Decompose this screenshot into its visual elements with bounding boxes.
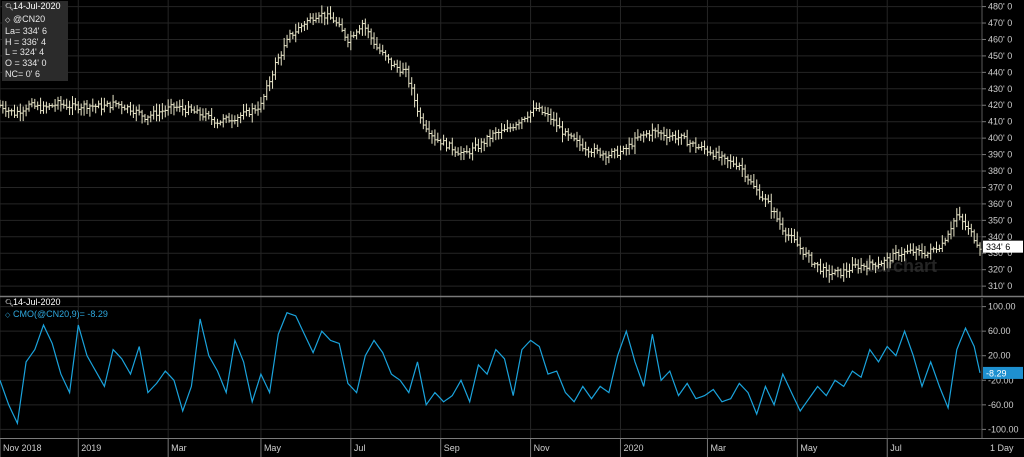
time-tick-label: Sep bbox=[444, 443, 460, 453]
time-tick-label: Jul bbox=[890, 443, 902, 453]
price-tick-label: 430' 0 bbox=[988, 84, 1012, 94]
study-date: 14-Jul-2020 bbox=[13, 297, 61, 307]
info-open: O = 334' 0 bbox=[5, 57, 47, 68]
price-tick-label: 350' 0 bbox=[988, 215, 1012, 225]
watermark: barchart bbox=[865, 256, 937, 276]
time-tick-label: 2020 bbox=[623, 443, 643, 453]
price-tick-label: 370' 0 bbox=[988, 182, 1012, 192]
right-axis-panel bbox=[982, 0, 1024, 457]
price-tick-label: 480' 0 bbox=[988, 2, 1012, 12]
price-tick-label: 380' 0 bbox=[988, 166, 1012, 176]
price-tick-label: 410' 0 bbox=[988, 117, 1012, 127]
cmo-tick-label: -20.00 bbox=[988, 375, 1014, 385]
price-bars bbox=[0, 5, 982, 283]
info-last: La= 334' 6 bbox=[5, 26, 48, 37]
info-symbol: @CN20 bbox=[13, 13, 46, 24]
price-tick-label: 310' 0 bbox=[988, 281, 1012, 291]
price-tick-label: 420' 0 bbox=[988, 100, 1012, 110]
time-tick-label: Mar bbox=[710, 443, 726, 453]
price-tick-label: 330' 0 bbox=[988, 248, 1012, 258]
last-price-tag-label: 334' 6 bbox=[986, 242, 1010, 252]
price-tick-label: 440' 0 bbox=[988, 67, 1012, 77]
price-tick-label: 340' 0 bbox=[988, 232, 1012, 242]
cmo-tick-label: 20.00 bbox=[988, 351, 1011, 361]
price-tick-label: 390' 0 bbox=[988, 150, 1012, 160]
cmo-tick-label: -60.00 bbox=[988, 400, 1014, 410]
diamond-icon: ◇ bbox=[5, 16, 11, 24]
time-tick-label: May bbox=[264, 443, 282, 453]
cmo-tick-label: -100.00 bbox=[988, 424, 1019, 434]
study-label: CMO(@CN20,9)= -8.29 bbox=[13, 309, 108, 319]
magnifier-icon[interactable]: 🔍︎ bbox=[5, 4, 14, 11]
last-price-tag bbox=[983, 240, 1023, 253]
price-tick-label: 450' 0 bbox=[988, 51, 1012, 61]
cmo-value-tag-label: -8.29 bbox=[986, 368, 1007, 378]
cmo-line bbox=[0, 311, 981, 426]
magnifier-icon[interactable]: 🔍︎ bbox=[5, 300, 14, 307]
info-high: H = 336' 4 bbox=[5, 36, 46, 47]
grid-lines bbox=[0, 0, 982, 438]
x-axis-labels: Nov 2018 2019 Mar May Jul Sep Nov 2020 Mar May Jul bbox=[0, 438, 902, 457]
cmo-value-tag bbox=[983, 366, 1023, 379]
diamond-icon: ◇ bbox=[5, 312, 11, 319]
time-tick-label: Nov 2018 bbox=[3, 443, 42, 453]
cmo-axis-ticks: 100.00 60.00 20.00 -20.00 -60.00 -100.00 bbox=[982, 302, 1019, 434]
cmo-series bbox=[0, 311, 981, 426]
time-tick-label: May bbox=[800, 443, 818, 453]
price-info-panel: 🔍︎14-Jul-2020 ◇ @CN20 La= 334' 6 H = 336'… bbox=[2, 1, 68, 81]
cmo-tick-label: 60.00 bbox=[988, 326, 1011, 336]
period-label[interactable]: 1 Day bbox=[990, 443, 1014, 453]
price-tick-label: 470' 0 bbox=[988, 18, 1012, 28]
study-info-panel: 🔍︎14-Jul-2020 ◇ CMO(@CN20,9)= -8.29 bbox=[2, 297, 108, 321]
price-tick-label: 360' 0 bbox=[988, 199, 1012, 209]
price-tick-label: 400' 0 bbox=[988, 133, 1012, 143]
price-axis-ticks: 480' 0 470' 0 460' 0 450' 0 440' 0 430' 0 420'… bbox=[982, 2, 1012, 291]
time-tick-label: Mar bbox=[171, 443, 187, 453]
cmo-tick-label: 100.00 bbox=[988, 302, 1016, 312]
info-net-change: NC= 0' 6 bbox=[5, 68, 40, 79]
time-tick-label: Nov bbox=[534, 443, 551, 453]
price-tick-label: 460' 0 bbox=[988, 34, 1012, 44]
info-low: L = 324' 4 bbox=[5, 47, 45, 58]
time-tick-label: 2019 bbox=[81, 443, 101, 453]
info-date: 14-Jul-2020 bbox=[13, 1, 61, 11]
value-tags: 334' 6 -8.29 bbox=[983, 240, 1023, 379]
price-tick-label: 320' 0 bbox=[988, 265, 1012, 275]
time-tick-label: Jul bbox=[354, 443, 366, 453]
